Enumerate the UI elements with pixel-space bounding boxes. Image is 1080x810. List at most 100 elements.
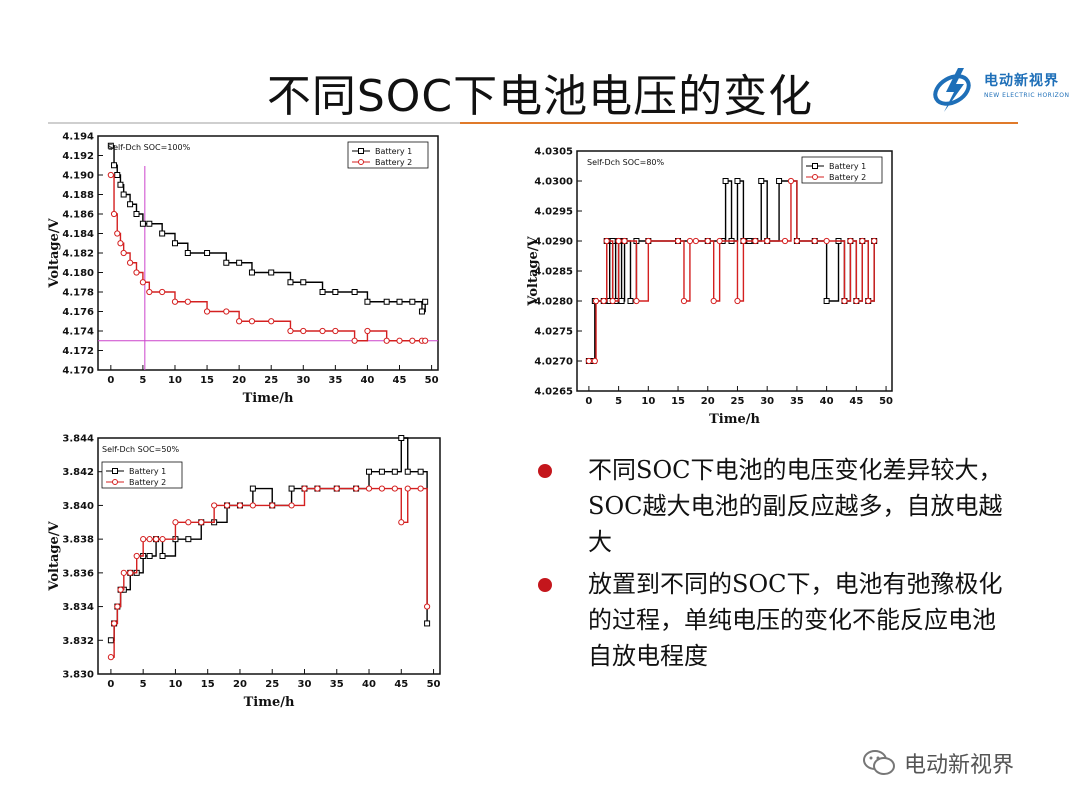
- data-point: [600, 297, 607, 305]
- data-point: [236, 318, 243, 325]
- data-point: [592, 297, 600, 305]
- data-point: [152, 536, 160, 543]
- data-point: [319, 289, 326, 295]
- y-tick-label: 4.0270: [534, 357, 573, 368]
- legend-marker: [812, 174, 818, 180]
- x-tick-label: 0: [585, 396, 592, 407]
- y-tick-label: 4.190: [62, 171, 94, 182]
- data-point: [353, 485, 360, 492]
- data-point: [391, 468, 398, 475]
- y-tick-label: 4.184: [62, 229, 94, 240]
- y-axis-label: Voltage/V: [47, 218, 62, 289]
- data-point: [364, 327, 371, 335]
- data-point: [396, 337, 403, 344]
- x-tick-label: 0: [107, 375, 114, 386]
- y-tick-label: 3.838: [62, 535, 94, 546]
- data-point: [184, 298, 191, 305]
- data-point: [111, 162, 118, 169]
- x-tick-label: 20: [233, 679, 247, 690]
- bullet-list: 不同SOC下电池的电压变化差异较大，SOC越大电池的副反应越多，自放电越大 放置…: [530, 452, 1010, 680]
- data-point: [409, 337, 416, 344]
- data-point: [120, 249, 127, 257]
- data-point: [172, 519, 179, 526]
- data-point: [383, 337, 390, 344]
- data-point: [365, 485, 373, 492]
- data-point: [332, 289, 339, 295]
- data-point: [692, 237, 699, 245]
- y-tick-label: 4.170: [62, 366, 94, 377]
- data-point: [404, 468, 411, 475]
- data-point: [716, 237, 723, 245]
- title-divider: [48, 122, 1018, 125]
- data-point: [627, 298, 634, 304]
- data-point: [366, 468, 373, 475]
- data-point: [139, 279, 147, 286]
- data-point: [314, 485, 321, 492]
- bullet-text: 不同SOC下电池的电压变化差异较大，SOC越大电池的副反应越多，自放电越大: [588, 456, 1003, 556]
- data-point: [146, 553, 153, 559]
- logo-text-en: NEW ELECTRIC HORIZON: [984, 92, 1070, 99]
- data-point: [615, 237, 622, 245]
- data-point: [781, 237, 789, 245]
- bullet-item: 不同SOC下电池的电压变化差异较大，SOC越大电池的副反应越多，自放电越大: [530, 452, 1010, 560]
- x-tick-label: 50: [879, 396, 893, 407]
- watermark: 电动新视界: [862, 748, 1014, 778]
- data-point: [734, 297, 741, 305]
- data-point: [680, 297, 688, 305]
- data-point: [423, 603, 431, 610]
- data-point: [300, 327, 307, 335]
- data-point: [198, 519, 205, 526]
- chart-annotation: Self-Dch SOC=50%: [102, 445, 180, 454]
- data-point: [418, 308, 425, 315]
- data-point: [236, 259, 243, 266]
- data-point: [146, 536, 153, 543]
- data-point: [204, 250, 211, 256]
- data-point: [674, 237, 682, 245]
- y-tick-label: 4.0265: [534, 387, 573, 398]
- x-tick-label: 15: [200, 375, 214, 386]
- y-tick-label: 4.182: [62, 249, 94, 260]
- x-tick-label: 35: [328, 375, 342, 386]
- x-tick-label: 25: [265, 679, 279, 690]
- data-point: [853, 297, 860, 305]
- data-point: [752, 237, 759, 245]
- data-point: [288, 485, 295, 492]
- y-tick-label: 4.0305: [534, 147, 573, 158]
- data-point: [319, 327, 326, 335]
- y-tick-label: 3.834: [62, 602, 94, 613]
- data-point: [378, 485, 386, 492]
- data-point: [424, 620, 431, 627]
- y-tick-label: 4.192: [62, 151, 94, 162]
- watermark-text: 电动新视界: [904, 753, 1015, 778]
- legend-label: Battery 2: [129, 478, 166, 487]
- data-point: [841, 297, 848, 305]
- legend-label: Battery 2: [829, 173, 866, 182]
- x-tick-label: 40: [362, 679, 376, 690]
- chart-soc-80: 0 5 10 15 20 25 30 35 40 45 50 4.0265 4.0270 4.0275 4.…: [526, 147, 893, 428]
- x-tick-label: 10: [641, 396, 655, 407]
- x-tick-label: 5: [140, 679, 147, 690]
- data-point: [248, 269, 255, 276]
- legend-marker: [112, 479, 118, 485]
- data-point: [146, 288, 153, 296]
- y-tick-label: 4.188: [62, 190, 94, 201]
- data-point: [859, 237, 866, 245]
- data-point: [146, 220, 153, 227]
- data-point: [223, 308, 230, 315]
- data-point: [301, 485, 308, 492]
- data-point: [211, 502, 218, 509]
- data-point: [248, 318, 256, 325]
- x-tick-label: 35: [790, 396, 804, 407]
- x-tick-label: 5: [139, 375, 146, 386]
- y-tick-label: 3.836: [62, 568, 94, 579]
- data-point: [107, 654, 115, 661]
- data-point: [111, 620, 118, 627]
- data-point: [287, 327, 294, 335]
- data-point: [704, 237, 711, 245]
- data-point: [107, 637, 114, 644]
- data-point: [127, 569, 134, 576]
- x-tick-label: 20: [232, 375, 246, 386]
- plot-frame: [576, 150, 893, 392]
- legend-label: Battery 1: [129, 467, 166, 476]
- data-point: [823, 237, 830, 245]
